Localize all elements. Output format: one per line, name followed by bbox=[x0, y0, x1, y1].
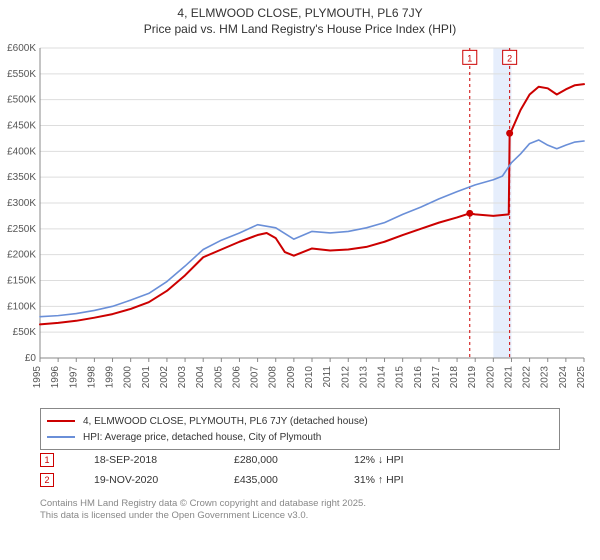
line-chart: £0 £50K £100K £150K £200K £250K £300K £350K £400… bbox=[0, 42, 600, 402]
svg-text:1997: 1997 bbox=[68, 366, 79, 389]
svg-text:£400K: £400K bbox=[7, 146, 36, 157]
svg-text:1998: 1998 bbox=[86, 366, 97, 389]
title-line-1: 4, ELMWOOD CLOSE, PLYMOUTH, PL6 7JY bbox=[0, 6, 600, 20]
marker-price-1: £280,000 bbox=[234, 454, 354, 466]
svg-text:£100K: £100K bbox=[7, 301, 36, 312]
legend-swatch-1 bbox=[47, 420, 75, 422]
svg-text:2001: 2001 bbox=[141, 366, 152, 389]
marker-row-1: 1 18-SEP-2018 £280,000 12% ↓ HPI bbox=[40, 450, 560, 470]
svg-text:2017: 2017 bbox=[431, 366, 442, 389]
svg-text:1996: 1996 bbox=[50, 366, 61, 389]
legend-label-1: 4, ELMWOOD CLOSE, PLYMOUTH, PL6 7JY (det… bbox=[83, 416, 368, 427]
svg-text:2021: 2021 bbox=[503, 366, 514, 389]
footer: Contains HM Land Registry data © Crown c… bbox=[40, 498, 560, 522]
svg-text:1995: 1995 bbox=[32, 366, 43, 389]
svg-text:2006: 2006 bbox=[231, 366, 242, 389]
svg-text:2016: 2016 bbox=[413, 366, 424, 389]
footer-line-1: Contains HM Land Registry data © Crown c… bbox=[40, 498, 560, 510]
svg-text:2015: 2015 bbox=[395, 366, 406, 389]
svg-text:£200K: £200K bbox=[7, 250, 36, 261]
svg-text:2003: 2003 bbox=[177, 366, 188, 389]
marker-badge-1: 1 bbox=[40, 453, 54, 467]
svg-text:£350K: £350K bbox=[7, 172, 36, 183]
svg-text:1: 1 bbox=[467, 53, 472, 63]
svg-text:2: 2 bbox=[507, 53, 512, 63]
svg-text:2014: 2014 bbox=[377, 366, 388, 389]
marker-date-1: 18-SEP-2018 bbox=[94, 454, 234, 466]
svg-text:£300K: £300K bbox=[7, 198, 36, 209]
svg-text:2020: 2020 bbox=[485, 366, 496, 389]
svg-text:2005: 2005 bbox=[213, 366, 224, 389]
svg-text:£150K: £150K bbox=[7, 276, 36, 287]
marker-row-2: 2 19-NOV-2020 £435,000 31% ↑ HPI bbox=[40, 470, 560, 490]
svg-text:£600K: £600K bbox=[7, 43, 36, 54]
title-line-2: Price paid vs. HM Land Registry's House … bbox=[0, 22, 600, 36]
svg-text:2007: 2007 bbox=[250, 366, 261, 389]
svg-text:2009: 2009 bbox=[286, 366, 297, 389]
svg-text:2024: 2024 bbox=[558, 366, 569, 389]
legend-item-price-paid: 4, ELMWOOD CLOSE, PLYMOUTH, PL6 7JY (det… bbox=[47, 413, 553, 429]
svg-text:2018: 2018 bbox=[449, 366, 460, 389]
svg-text:2010: 2010 bbox=[304, 366, 315, 389]
legend-item-hpi: HPI: Average price, detached house, City… bbox=[47, 429, 553, 445]
svg-text:£50K: £50K bbox=[13, 327, 37, 338]
footer-line-2: This data is licensed under the Open Gov… bbox=[40, 510, 560, 522]
svg-text:2012: 2012 bbox=[340, 366, 351, 389]
svg-text:2008: 2008 bbox=[268, 366, 279, 389]
svg-text:2000: 2000 bbox=[123, 366, 134, 389]
marker-badge-2: 2 bbox=[40, 473, 54, 487]
svg-text:£450K: £450K bbox=[7, 121, 36, 132]
marker-price-2: £435,000 bbox=[234, 474, 354, 486]
marker-diff-1: 12% ↓ HPI bbox=[354, 454, 474, 466]
chart-area: £0 £50K £100K £150K £200K £250K £300K £350K £400… bbox=[0, 42, 600, 402]
svg-text:2004: 2004 bbox=[195, 366, 206, 389]
svg-text:2013: 2013 bbox=[358, 366, 369, 389]
svg-text:2002: 2002 bbox=[159, 366, 170, 389]
marker-date-2: 19-NOV-2020 bbox=[94, 474, 234, 486]
svg-text:2011: 2011 bbox=[322, 366, 333, 388]
svg-text:2022: 2022 bbox=[522, 366, 533, 389]
svg-text:2023: 2023 bbox=[540, 366, 551, 389]
legend: 4, ELMWOOD CLOSE, PLYMOUTH, PL6 7JY (det… bbox=[40, 408, 560, 450]
markers-table: 1 18-SEP-2018 £280,000 12% ↓ HPI 2 19-NO… bbox=[40, 450, 560, 490]
svg-text:2025: 2025 bbox=[576, 366, 587, 389]
legend-swatch-2 bbox=[47, 436, 75, 438]
marker-diff-2: 31% ↑ HPI bbox=[354, 474, 474, 486]
svg-text:£550K: £550K bbox=[7, 69, 36, 80]
svg-text:1999: 1999 bbox=[105, 366, 116, 389]
svg-text:£0: £0 bbox=[25, 353, 37, 364]
svg-text:2019: 2019 bbox=[467, 366, 478, 389]
legend-label-2: HPI: Average price, detached house, City… bbox=[83, 432, 321, 443]
svg-text:£500K: £500K bbox=[7, 95, 36, 106]
svg-text:£250K: £250K bbox=[7, 224, 36, 235]
